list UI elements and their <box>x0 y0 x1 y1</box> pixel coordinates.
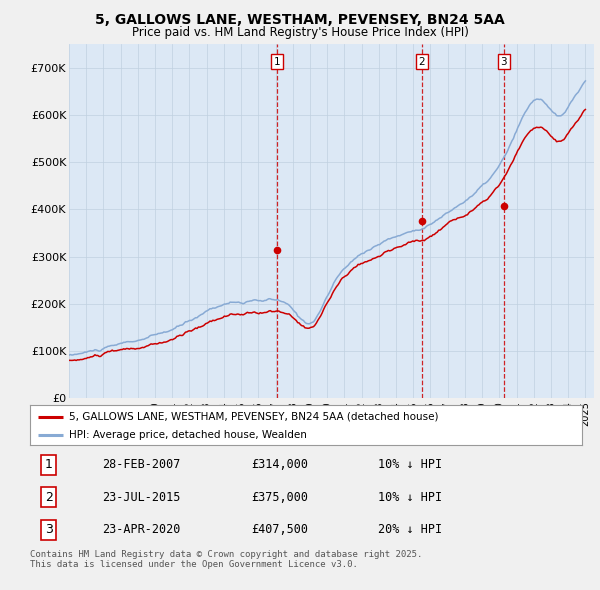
Text: 3: 3 <box>45 523 53 536</box>
Text: Contains HM Land Registry data © Crown copyright and database right 2025.
This d: Contains HM Land Registry data © Crown c… <box>30 550 422 569</box>
Text: 23-APR-2020: 23-APR-2020 <box>102 523 180 536</box>
Text: Price paid vs. HM Land Registry's House Price Index (HPI): Price paid vs. HM Land Registry's House … <box>131 26 469 39</box>
Text: 20% ↓ HPI: 20% ↓ HPI <box>378 523 442 536</box>
Text: 23-JUL-2015: 23-JUL-2015 <box>102 490 180 504</box>
Text: 5, GALLOWS LANE, WESTHAM, PEVENSEY, BN24 5AA (detached house): 5, GALLOWS LANE, WESTHAM, PEVENSEY, BN24… <box>68 412 438 422</box>
Text: 28-FEB-2007: 28-FEB-2007 <box>102 458 180 471</box>
Text: 2: 2 <box>419 57 425 67</box>
Text: 1: 1 <box>45 458 53 471</box>
Text: £407,500: £407,500 <box>251 523 308 536</box>
Text: 3: 3 <box>500 57 507 67</box>
Text: 2: 2 <box>45 490 53 504</box>
Text: £314,000: £314,000 <box>251 458 308 471</box>
Text: £375,000: £375,000 <box>251 490 308 504</box>
Text: 10% ↓ HPI: 10% ↓ HPI <box>378 490 442 504</box>
Text: 1: 1 <box>274 57 280 67</box>
Text: 5, GALLOWS LANE, WESTHAM, PEVENSEY, BN24 5AA: 5, GALLOWS LANE, WESTHAM, PEVENSEY, BN24… <box>95 13 505 27</box>
Text: 10% ↓ HPI: 10% ↓ HPI <box>378 458 442 471</box>
Text: HPI: Average price, detached house, Wealden: HPI: Average price, detached house, Weal… <box>68 431 307 440</box>
